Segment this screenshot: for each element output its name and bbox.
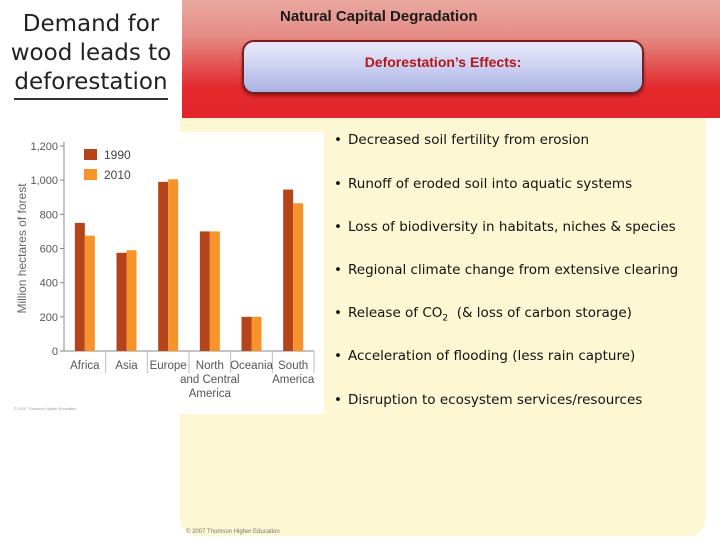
x-category-label: America: [272, 374, 315, 386]
effect-text: Acceleration of flooding (less rain capt…: [348, 348, 636, 364]
x-category-label: Europe: [150, 360, 187, 372]
y-tick-label: 200: [40, 312, 58, 324]
x-category-label: America: [189, 388, 232, 400]
bar-1990: [199, 231, 210, 351]
chart-credit: © 2007 Thomson Higher Education: [14, 406, 77, 411]
x-category-label: Oceania: [230, 360, 273, 372]
effect-item: • Disruption to ecosystem services/resour…: [334, 392, 642, 408]
legend-swatch-2010: [84, 169, 97, 180]
bullet-icon: •: [334, 132, 342, 148]
bar-2010: [251, 316, 262, 351]
x-category-label: and Central: [180, 374, 239, 386]
bullet-icon: •: [334, 176, 342, 192]
y-tick-label: 0: [52, 346, 58, 358]
effect-item: • Decreased soil fertility from erosion: [334, 132, 589, 148]
y-tick-label: 600: [40, 244, 58, 256]
x-category-label: South: [278, 360, 308, 372]
effect-text: Disruption to ecosystem services/resourc…: [348, 392, 643, 408]
y-axis-label: Million hectares of forest: [15, 183, 29, 314]
bar-1990: [158, 181, 169, 351]
forest-chart: 0 200 400 600 800 1,000 1,200 Million hectares …: [14, 132, 324, 414]
x-category-label: Asia: [115, 360, 138, 372]
bullet-icon: •: [334, 262, 342, 278]
legend-label: 2010: [104, 168, 131, 182]
bar-2010: [168, 179, 179, 351]
y-tick-label: 400: [40, 278, 58, 290]
y-tick-label: 800: [40, 209, 58, 221]
title-line-2: wood leads to: [10, 40, 172, 66]
effects-heading: Deforestation’s Effects:: [364, 54, 522, 70]
title-line-3: deforestation: [14, 68, 168, 100]
effects-heading-box: Deforestation’s Effects:: [242, 40, 644, 94]
x-category-label: North: [196, 360, 224, 372]
bar-1990: [283, 189, 294, 351]
bullet-icon: •: [334, 219, 342, 235]
effect-text: Regional climate change from extensive c…: [348, 262, 679, 278]
forest-bar-chart: 0 200 400 600 800 1,000 1,200 Million hectares …: [15, 141, 315, 400]
effect-text: Release of CO: [348, 305, 443, 321]
effect-text: Decreased soil fertility from erosion: [348, 132, 590, 148]
bar-2010: [293, 203, 304, 351]
effect-item: • Release of CO2 (& loss of carbon storag…: [334, 305, 632, 324]
effect-item: • Runoff of eroded soil into aquatic syst…: [334, 176, 632, 192]
title-line-1: Demand for: [22, 11, 160, 37]
banner-title: Natural Capital Degradation: [280, 8, 478, 25]
y-tick-label: 1,200: [30, 141, 58, 153]
effect-item: • Regional climate change from extensive …: [334, 262, 678, 278]
effect-text: Loss of biodiversity in habitats, niches…: [348, 219, 676, 235]
legend-label: 1990: [104, 148, 131, 162]
slide-title: Demand for wood leads to deforestation: [0, 10, 182, 100]
bullet-icon: •: [334, 305, 342, 321]
bar-1990: [116, 252, 127, 351]
effect-text: Runoff of eroded soil into aquatic syste…: [348, 176, 633, 192]
co2-subscript: 2: [442, 313, 449, 324]
y-tick-label: 1,000: [30, 175, 58, 187]
bullet-icon: •: [334, 348, 342, 364]
copyright-text: © 2007 Thomson Higher Education: [186, 529, 280, 535]
effect-item: • Loss of biodiversity in habitats, niche…: [334, 219, 676, 235]
bar-1990: [241, 316, 252, 351]
bullet-icon: •: [334, 392, 342, 408]
bar-2010: [209, 231, 220, 351]
x-category-label: Africa: [70, 360, 100, 372]
legend-swatch-1990: [84, 149, 97, 160]
effect-item: • Acceleration of flooding (less rain cap…: [334, 348, 635, 364]
bar-2010: [126, 250, 137, 351]
effect-text-cont: (& loss of carbon storage): [448, 305, 632, 321]
bar-1990: [74, 222, 85, 351]
bar-2010: [84, 235, 95, 351]
